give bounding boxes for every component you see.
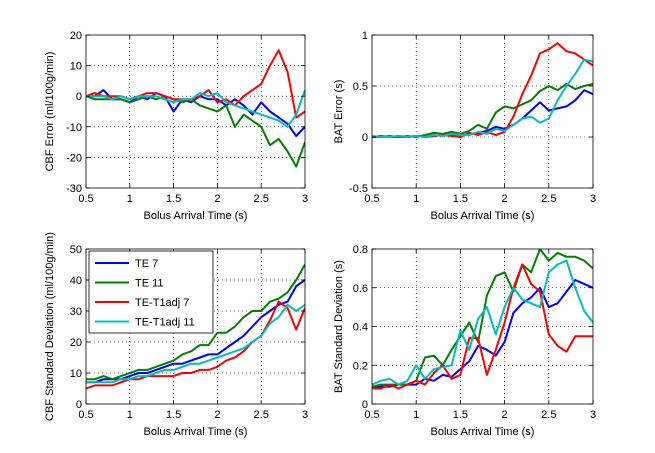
- series-group: [86, 49, 305, 168]
- x-tick-label: 2.5: [541, 409, 556, 421]
- x-tick-label: 1: [413, 409, 419, 421]
- x-tick-label: 1: [127, 409, 133, 421]
- x-axis-label: Bolus Arrival Time (s): [144, 210, 248, 222]
- x-tick-label: 3: [590, 409, 596, 421]
- y-tick-label: 1: [362, 30, 368, 42]
- y-tick-label: 10: [70, 61, 82, 73]
- series-line-te-t1adj-7: [86, 49, 305, 119]
- series-line-te-t1adj-11: [372, 58, 593, 138]
- x-tick-label: 2: [214, 193, 220, 205]
- axes-box: [85, 248, 306, 405]
- y-tick-label: -0.5: [349, 183, 368, 195]
- x-tick-label: 2.5: [254, 409, 269, 421]
- x-tick-label: 0.5: [78, 193, 93, 205]
- x-tick-label: 1: [127, 193, 133, 205]
- y-tick-label: 20: [70, 30, 82, 42]
- series-line-te-t1adj-7: [86, 300, 305, 390]
- x-tick-label: 3: [302, 409, 308, 421]
- y-tick-label: 0: [362, 132, 368, 144]
- series-line-te-t1adj-7: [372, 42, 593, 138]
- bat-error-plot: 0.5 1 1.5 2 2.5 3 -0.5 0 0.5 1 Bolus Arrival Time …: [333, 30, 596, 222]
- series-line-te-t1adj-7: [372, 263, 593, 390]
- y-tick-label: 10: [70, 368, 82, 380]
- y-tick-label: 50: [70, 244, 82, 256]
- cbf-error-plot: 0.5 1 1.5 2 2.5 3 -30 -20 -10 0 10 20 Bolus Arrival …: [44, 30, 308, 222]
- series-line-te-t1adj-11: [86, 89, 305, 128]
- series-line-te-11: [86, 95, 305, 168]
- series-line-te-11: [86, 264, 305, 381]
- x-tick-label: 1.5: [453, 409, 468, 421]
- legend: TE 7 TE 11 TE-T1adj 7 TE-T1adj 11: [88, 250, 214, 334]
- y-axis-label: CBF Standard Deviation (ml/100g/min): [44, 232, 56, 421]
- x-tick-label: 2: [214, 409, 220, 421]
- y-tick-label: 0.2: [353, 360, 368, 372]
- y-tick-label: 0: [362, 399, 368, 411]
- x-tick-label: 2: [502, 409, 508, 421]
- y-tick-label: -20: [66, 152, 82, 164]
- legend-box: [88, 250, 214, 334]
- legend-label: TE-T1adj 7: [135, 297, 189, 309]
- x-axis-label: Bolus Arrival Time (s): [431, 426, 535, 438]
- y-tick-label: 20: [70, 337, 82, 349]
- legend-label: TE 7: [135, 258, 158, 270]
- x-tick-label: 2: [502, 193, 508, 205]
- y-tick-label: 0.4: [353, 322, 368, 334]
- series-group: [372, 249, 593, 390]
- axes-box: [371, 34, 594, 189]
- series-group: [372, 42, 593, 138]
- x-tick-label: 3: [302, 193, 308, 205]
- y-axis-label: BAT Error (s): [333, 80, 345, 144]
- x-axis-label: Bolus Arrival Time (s): [144, 426, 248, 438]
- y-tick-label: 0.6: [353, 283, 368, 295]
- x-tick-label: 1.5: [453, 193, 468, 205]
- legend-label: TE 11: [135, 278, 164, 290]
- x-axis-label: Bolus Arrival Time (s): [431, 210, 535, 222]
- series-group: [86, 264, 305, 390]
- x-tick-label: 1.5: [166, 193, 181, 205]
- y-axis-label: CBF Error (ml/100g/min): [44, 52, 56, 172]
- y-tick-label: 0: [76, 399, 82, 411]
- series-line-te-11: [372, 249, 593, 388]
- bat-std-plot: 0.5 1 1.5 2 2.5 3 0 0.2 0.4 0.6 0.8 Bolus Arrival T…: [333, 244, 596, 438]
- y-tick-label: 30: [70, 306, 82, 318]
- series-line-te-11: [372, 83, 593, 138]
- series-line-te-t1adj-11: [372, 259, 593, 386]
- x-tick-label: 3: [590, 193, 596, 205]
- y-tick-label: -30: [66, 183, 82, 195]
- legend-label: TE-T1adj 11: [135, 317, 195, 329]
- axes-box: [85, 34, 306, 189]
- series-line-te-t1adj-11: [86, 303, 305, 384]
- x-tick-label: 1.5: [166, 409, 181, 421]
- x-tick-label: 2.5: [541, 193, 556, 205]
- y-tick-label: -10: [66, 122, 82, 134]
- x-tick-label: 0.5: [364, 409, 379, 421]
- x-tick-label: 0.5: [364, 193, 379, 205]
- y-tick-label: 40: [70, 275, 82, 287]
- series-line-te-7: [372, 279, 593, 390]
- x-tick-label: 0.5: [78, 409, 93, 421]
- y-tick-label: 0.5: [353, 81, 368, 93]
- y-tick-label: 0.8: [353, 244, 368, 256]
- x-tick-label: 1: [413, 193, 419, 205]
- x-tick-label: 2.5: [254, 193, 269, 205]
- y-tick-label: 0: [76, 91, 82, 103]
- y-axis-label: BAT Standard Deviation (s): [333, 260, 345, 393]
